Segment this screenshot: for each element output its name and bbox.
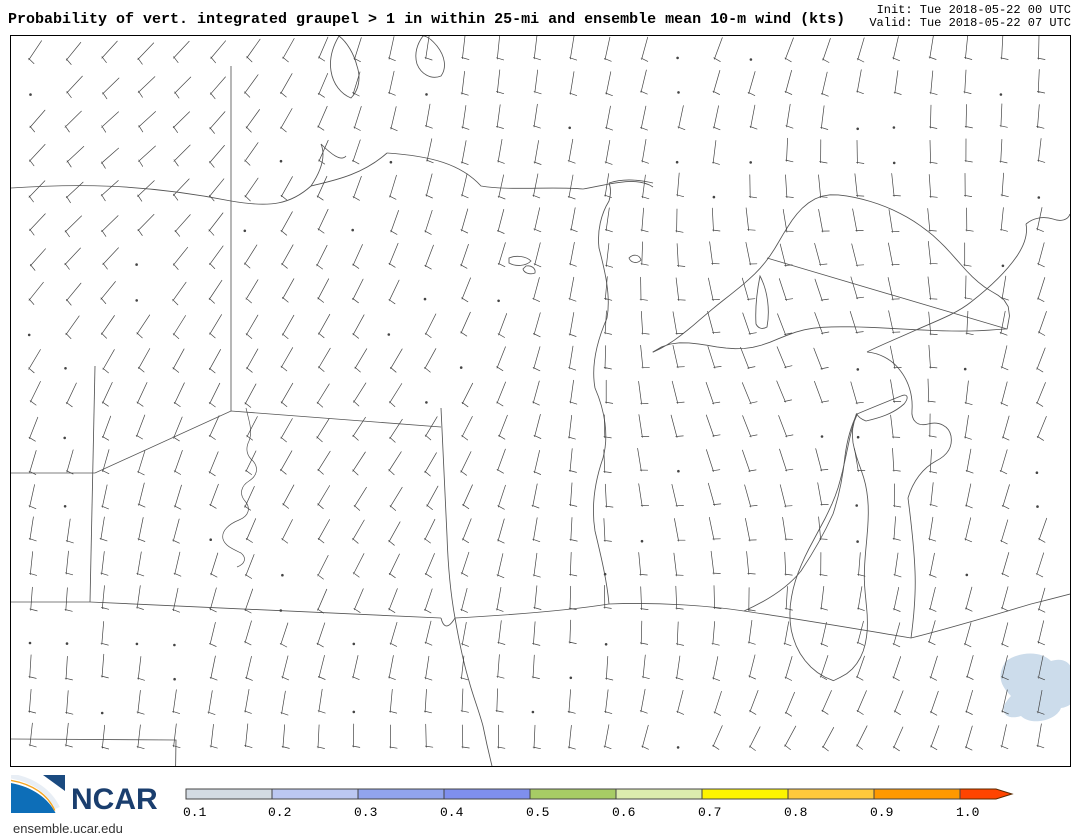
svg-text:NCAR: NCAR bbox=[71, 783, 158, 816]
